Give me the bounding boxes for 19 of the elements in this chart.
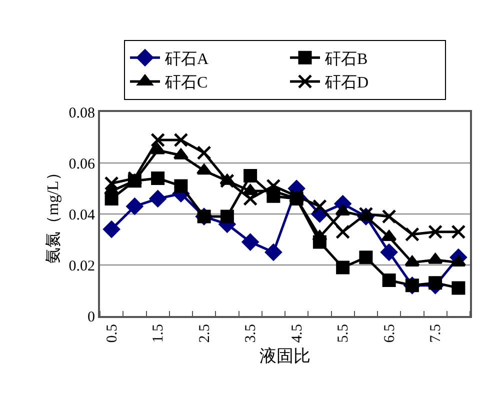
y-axis-title: 氨氮（mg/L） <box>45 164 62 264</box>
y-tick-label: 0 <box>88 309 95 326</box>
x-tick-label: 6.5 <box>382 324 398 343</box>
y-tick-label: 0.02 <box>68 258 95 274</box>
x-tick-label: 3.5 <box>243 324 260 343</box>
x-tick-label: 5.5 <box>336 324 352 343</box>
x-tick-label: 2.5 <box>196 324 213 343</box>
y-tick-label: 0.06 <box>68 156 96 172</box>
legend-label: 矸石D <box>324 74 369 92</box>
x-tick-label: 1.5 <box>150 324 167 343</box>
x-tick-label: 0.5 <box>104 324 120 343</box>
legend-label: 矸石A <box>164 50 209 68</box>
legend-label: 矸石B <box>324 50 368 68</box>
x-tick-label: 4.5 <box>289 324 306 343</box>
y-tick-label: 0.08 <box>68 105 95 122</box>
y-tick-label: 0.04 <box>68 207 96 224</box>
legend-label: 矸石C <box>164 74 208 92</box>
x-axis-title: 液固比 <box>260 346 310 366</box>
x-tick-label: 7.5 <box>428 324 444 343</box>
